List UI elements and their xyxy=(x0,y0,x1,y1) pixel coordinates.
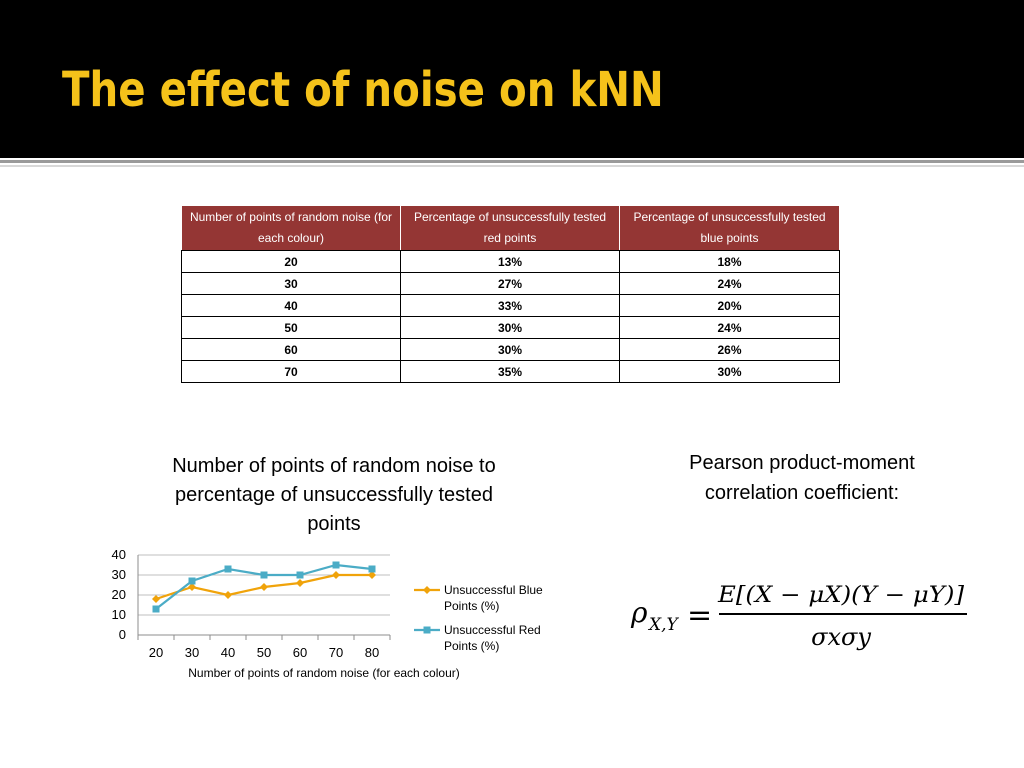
legend-label: Unsuccessful Red Points (%) xyxy=(444,623,541,653)
pearson-formula: ρ X,Y = E[(X − μX)(Y − μY)] σxσy xyxy=(630,583,967,651)
formula-denominator: σxσy xyxy=(811,623,871,651)
slide-header: The effect of noise on kNN xyxy=(0,0,1024,158)
data-point-red xyxy=(296,571,304,579)
cell-noise-points: 40 xyxy=(181,294,401,317)
cell-red-percentage: 30% xyxy=(400,338,620,361)
data-point-red xyxy=(368,565,376,573)
formula-lhs-subscript: X,Y xyxy=(647,615,680,635)
header-divider-thin xyxy=(0,165,1024,167)
table-row: 50 30% 24% xyxy=(181,316,840,339)
cell-blue-percentage: 30% xyxy=(619,360,840,383)
data-point-red xyxy=(260,571,268,579)
cell-red-percentage: 13% xyxy=(400,250,620,273)
cell-blue-percentage: 26% xyxy=(619,338,840,361)
formula-label: Pearson product-moment correlation coeff… xyxy=(689,452,915,504)
data-point-red xyxy=(152,605,160,613)
slide-title: The effect of noise on kNN xyxy=(62,62,664,118)
legend-label: Unsuccessful Blue Points (%) xyxy=(444,583,543,613)
x-tick-label: 70 xyxy=(329,645,343,660)
header-divider xyxy=(0,160,1024,163)
chart-title: Number of points of random noise to perc… xyxy=(172,455,496,535)
x-tick-label: 60 xyxy=(293,645,307,660)
header-red-percentage: Percentage of unsuccessfully tested red … xyxy=(400,205,620,251)
legend-marker xyxy=(423,586,431,594)
table-row: 20 13% 18% xyxy=(181,250,840,273)
y-tick-label: 40 xyxy=(112,547,126,562)
cell-noise-points: 50 xyxy=(181,316,401,339)
cell-noise-points: 30 xyxy=(181,272,401,295)
cell-noise-points: 20 xyxy=(181,250,401,273)
x-tick-label: 80 xyxy=(365,645,379,660)
y-tick-label: 20 xyxy=(112,587,126,602)
cell-red-percentage: 30% xyxy=(400,316,620,339)
formula-equals: = xyxy=(687,598,712,633)
data-point-blue xyxy=(368,571,376,579)
formula-lhs-symbol: ρ xyxy=(630,596,648,629)
table-row: 40 33% 20% xyxy=(181,294,840,317)
table-row: 30 27% 24% xyxy=(181,272,840,295)
y-tick-label: 30 xyxy=(112,567,126,582)
cell-blue-percentage: 18% xyxy=(619,250,840,273)
noise-results-table: Number of points of random noise (for ea… xyxy=(181,205,840,383)
legend-marker xyxy=(423,626,431,634)
cell-blue-percentage: 20% xyxy=(619,294,840,317)
y-tick-label: 0 xyxy=(119,627,126,642)
data-point-blue xyxy=(260,583,268,591)
header-blue-percentage: Percentage of unsuccessfully tested blue… xyxy=(619,205,840,251)
data-point-red xyxy=(224,565,232,573)
data-point-blue xyxy=(332,571,340,579)
x-tick-label: 40 xyxy=(221,645,235,660)
cell-red-percentage: 33% xyxy=(400,294,620,317)
cell-noise-points: 60 xyxy=(181,338,401,361)
x-tick-label: 50 xyxy=(257,645,271,660)
cell-red-percentage: 27% xyxy=(400,272,620,295)
noise-line-chart: 0 10 20 30 40 20 30 40 50 60 70 80 Number of points … xyxy=(112,547,544,680)
header-noise-points: Number of points of random noise (for ea… xyxy=(181,205,401,251)
y-tick-label: 10 xyxy=(112,607,126,622)
data-point-red xyxy=(188,577,196,585)
data-point-blue xyxy=(188,583,196,591)
table-row: 60 30% 26% xyxy=(181,338,840,361)
data-point-blue xyxy=(296,579,304,587)
data-point-blue xyxy=(152,595,160,603)
cell-blue-percentage: 24% xyxy=(619,316,840,339)
data-point-red xyxy=(332,561,340,569)
cell-blue-percentage: 24% xyxy=(619,272,840,295)
table-header-row: Number of points of random noise (for ea… xyxy=(181,205,840,251)
x-tick-label: 30 xyxy=(185,645,199,660)
data-point-blue xyxy=(224,591,232,599)
formula-numerator: E[(X − μX)(Y − μY)] xyxy=(717,583,965,608)
table-row: 70 35% 30% xyxy=(181,360,840,383)
x-axis-title: Number of points of random noise (for ea… xyxy=(188,666,459,680)
cell-red-percentage: 35% xyxy=(400,360,620,383)
x-tick-label: 20 xyxy=(149,645,163,660)
cell-noise-points: 70 xyxy=(181,360,401,383)
